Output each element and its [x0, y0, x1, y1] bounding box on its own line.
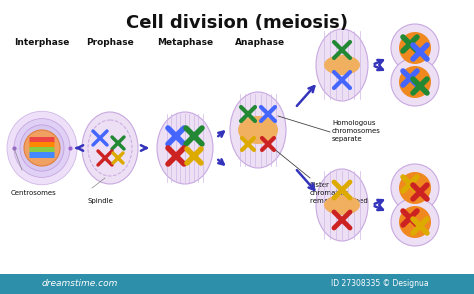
Text: ID 27308335 © Designua: ID 27308335 © Designua — [331, 280, 429, 288]
FancyBboxPatch shape — [29, 137, 55, 143]
Ellipse shape — [316, 29, 368, 101]
Ellipse shape — [324, 195, 360, 215]
Ellipse shape — [399, 172, 431, 204]
Text: Sister
chromatids
remain attached: Sister chromatids remain attached — [310, 182, 368, 204]
Ellipse shape — [238, 116, 278, 144]
Text: Cell division (meiosis): Cell division (meiosis) — [126, 14, 348, 32]
Ellipse shape — [82, 112, 138, 184]
Ellipse shape — [391, 164, 439, 212]
Ellipse shape — [399, 206, 431, 238]
Ellipse shape — [157, 112, 213, 184]
Text: Homologous
chromosomes
separate: Homologous chromosomes separate — [332, 120, 381, 142]
Text: dreamstime.com: dreamstime.com — [42, 280, 118, 288]
Text: Prophase: Prophase — [86, 38, 134, 47]
FancyBboxPatch shape — [29, 142, 55, 148]
FancyBboxPatch shape — [29, 147, 55, 153]
Ellipse shape — [391, 198, 439, 246]
Ellipse shape — [7, 111, 77, 185]
Ellipse shape — [399, 32, 431, 64]
Text: Anaphase: Anaphase — [235, 38, 285, 47]
Ellipse shape — [20, 125, 64, 171]
Text: Spindle: Spindle — [87, 198, 113, 204]
Ellipse shape — [14, 118, 70, 177]
FancyBboxPatch shape — [0, 274, 474, 294]
Text: Interphase: Interphase — [14, 38, 70, 47]
Text: Centrosomes: Centrosomes — [11, 190, 57, 196]
Ellipse shape — [391, 58, 439, 106]
Text: Metaphase: Metaphase — [157, 38, 213, 47]
Ellipse shape — [391, 24, 439, 72]
Ellipse shape — [316, 169, 368, 241]
Ellipse shape — [230, 92, 286, 168]
Ellipse shape — [324, 55, 360, 75]
Ellipse shape — [24, 130, 60, 166]
Ellipse shape — [399, 66, 431, 98]
FancyBboxPatch shape — [29, 152, 55, 158]
